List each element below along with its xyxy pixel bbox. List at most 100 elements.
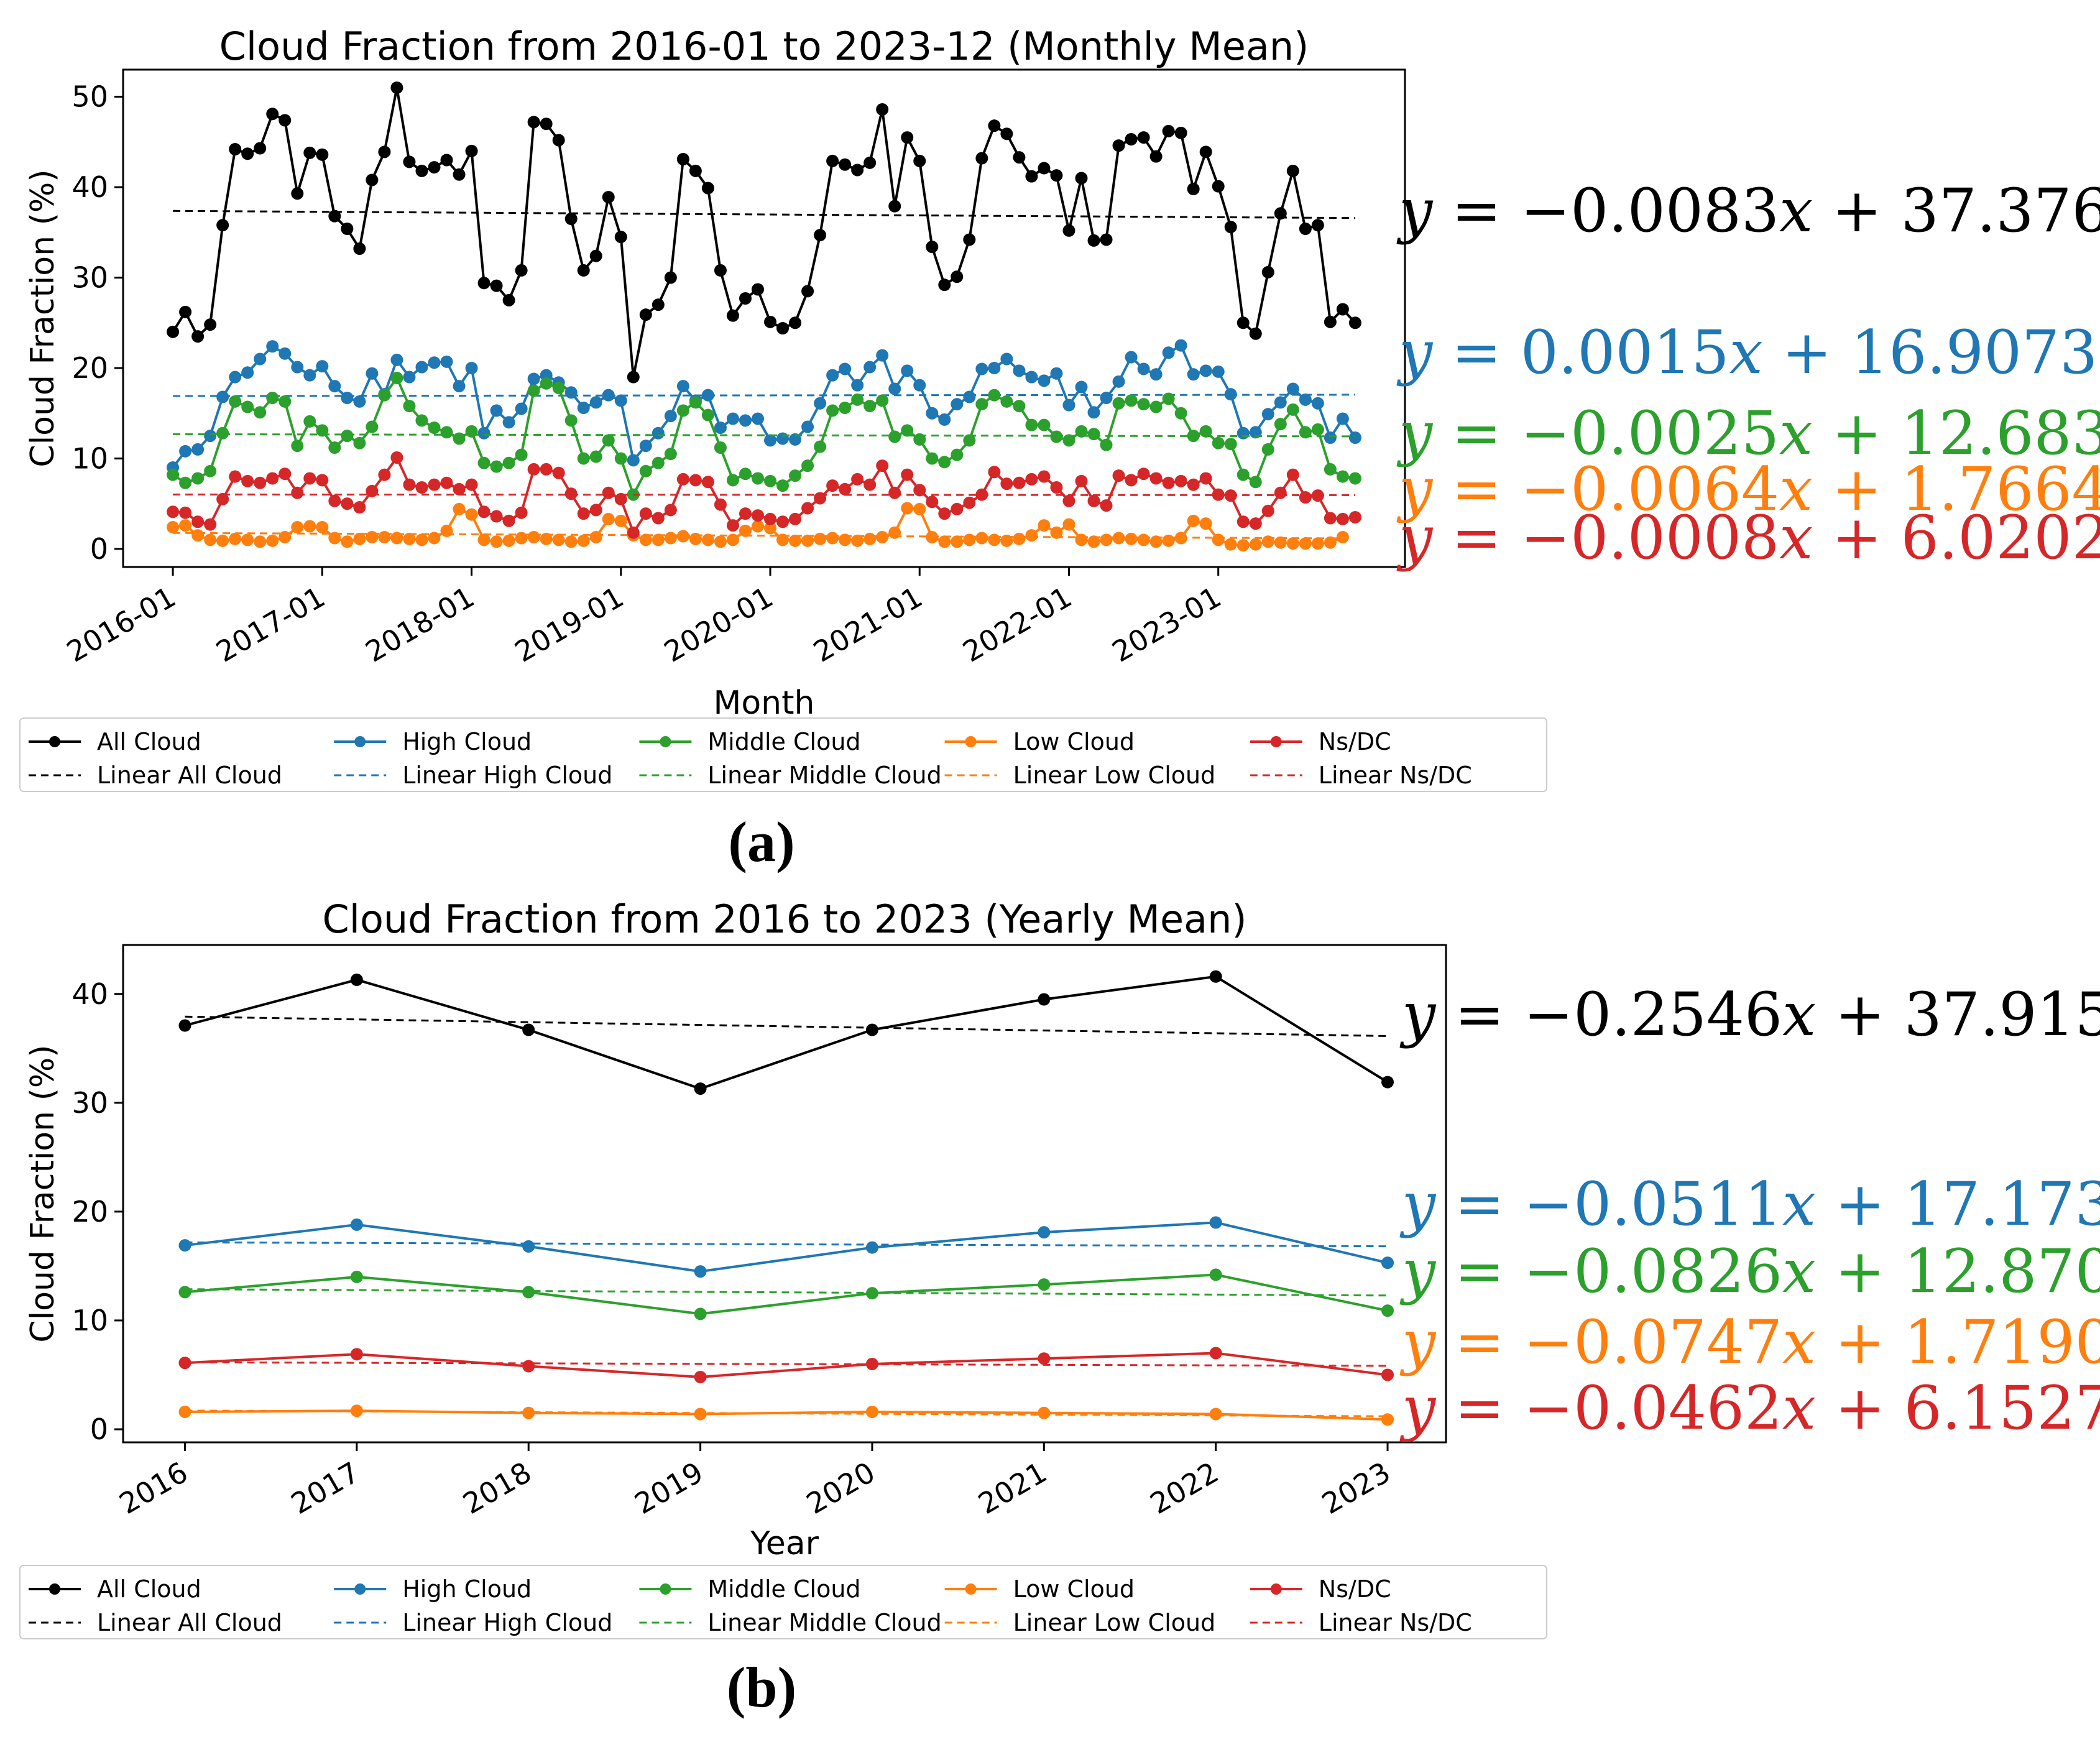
data-point <box>1261 408 1274 421</box>
data-point <box>515 532 528 545</box>
plot-frame <box>122 944 1447 1444</box>
trend-equation: y = −0.0826x + 12.8708 <box>1399 1237 2100 1306</box>
trend-equation: y = −0.0064x + 1.7664 <box>1396 454 2100 524</box>
data-point <box>1100 533 1113 546</box>
data-point <box>522 1023 535 1036</box>
data-point <box>440 426 453 439</box>
data-point <box>229 532 242 545</box>
data-point <box>241 147 254 160</box>
data-point <box>1162 476 1175 489</box>
data-point <box>1087 234 1100 247</box>
data-point <box>564 535 578 548</box>
trend-line-ns-dc <box>185 1361 1388 1367</box>
data-point <box>589 450 602 463</box>
data-point <box>291 440 304 453</box>
data-point <box>1125 532 1138 545</box>
data-point <box>664 271 677 284</box>
data-point <box>366 420 379 433</box>
data-point <box>1237 426 1250 440</box>
data-point <box>602 434 615 447</box>
data-point <box>341 223 354 235</box>
data-point <box>1038 1406 1051 1419</box>
data-point <box>465 425 478 438</box>
y-tick-label: 20 <box>71 1195 108 1228</box>
equation-slope: = −0.0064 <box>1432 454 1779 524</box>
data-point <box>951 535 964 548</box>
data-point <box>378 531 391 543</box>
x-axis-label: Year <box>750 1525 819 1562</box>
trend-equation: y = −0.0747x + 1.7190 <box>1399 1307 2100 1377</box>
data-point <box>291 187 304 200</box>
data-point <box>614 514 627 527</box>
data-point <box>814 229 827 242</box>
equation-lhs: y <box>1396 454 1434 524</box>
data-point <box>926 452 939 465</box>
data-point <box>1025 170 1038 183</box>
data-point <box>801 459 814 472</box>
trend-equation: y = 0.0015x + 16.9073 <box>1396 318 2098 387</box>
data-point <box>415 414 428 427</box>
data-point <box>888 526 901 539</box>
trend-equation: y = −0.0008x + 6.0202 <box>1396 503 2100 573</box>
equation-intercept: + 6.1527 <box>1816 1373 2100 1443</box>
equation-var: x <box>1782 1307 1816 1377</box>
data-point <box>477 426 490 440</box>
equation-intercept: + 12.6830 <box>1813 399 2100 468</box>
data-point <box>178 1286 191 1299</box>
data-point <box>988 362 1001 374</box>
legend-box <box>19 1565 1547 1639</box>
data-point <box>266 472 279 485</box>
data-point <box>1299 426 1312 439</box>
data-point <box>789 433 802 446</box>
data-point <box>390 532 403 545</box>
data-point <box>975 398 988 411</box>
data-point <box>1324 315 1337 328</box>
data-point <box>739 468 752 481</box>
data-point <box>266 392 279 404</box>
data-point <box>1000 477 1013 491</box>
data-point <box>465 362 478 374</box>
plot-frame <box>122 68 1406 568</box>
data-point <box>179 506 192 519</box>
data-point <box>1212 365 1225 378</box>
y-tick-label: 0 <box>90 532 108 566</box>
data-point <box>938 456 951 469</box>
series-line-high-cloud <box>185 1221 1388 1273</box>
data-point <box>1112 469 1125 482</box>
data-point <box>1324 463 1337 476</box>
data-point <box>988 119 1001 132</box>
data-point <box>876 394 889 407</box>
data-point <box>1324 536 1337 549</box>
data-point <box>403 371 416 384</box>
data-point <box>1013 364 1026 377</box>
data-point <box>1000 127 1013 141</box>
data-point <box>814 492 827 505</box>
data-point <box>863 400 877 413</box>
data-point <box>1075 172 1088 185</box>
data-point <box>938 535 951 548</box>
data-point <box>652 298 665 311</box>
data-point <box>851 472 864 486</box>
data-point <box>664 532 677 545</box>
data-point <box>888 382 901 395</box>
data-point <box>839 533 852 546</box>
chart-title: Cloud Fraction from 2016-01 to 2023-12 (… <box>219 24 1309 69</box>
data-point <box>901 364 914 377</box>
data-point <box>428 161 441 174</box>
data-point <box>191 472 205 485</box>
data-point <box>839 402 852 414</box>
equation-slope: = −0.0008 <box>1432 503 1779 573</box>
legend: All Cloud Linear All Cloud High Cloud Linea… <box>19 1565 1547 1639</box>
data-point <box>477 456 490 469</box>
data-point <box>527 116 540 129</box>
data-point <box>975 532 988 545</box>
trend-equation: y = −0.0511x + 17.1732 <box>1399 1169 2100 1239</box>
data-point <box>789 469 802 482</box>
legend-entry-trend: Linear All Cloud <box>97 1609 282 1636</box>
data-point <box>279 468 292 481</box>
plot-area <box>167 81 1361 552</box>
legend-entry-trend: Linear High Cloud <box>402 1609 612 1636</box>
data-point <box>776 533 790 546</box>
data-point <box>366 367 379 380</box>
data-point <box>204 533 217 546</box>
